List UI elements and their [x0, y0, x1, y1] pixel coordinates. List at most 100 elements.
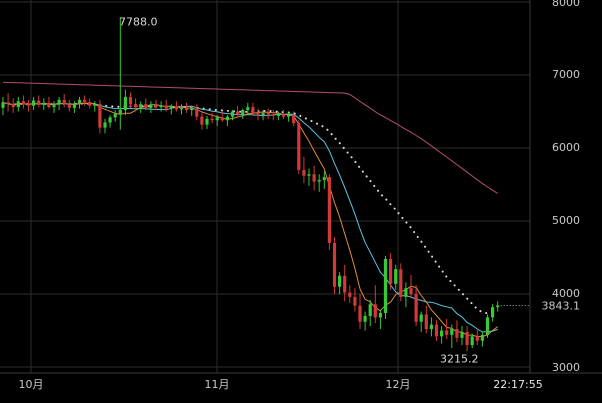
candle-body-up [103, 122, 107, 128]
candle-body-down [251, 107, 255, 113]
candle-body-up [118, 110, 122, 114]
candle-body-down [200, 116, 204, 125]
y-tick-label: 8000 [552, 0, 580, 9]
ma-short-line [2, 102, 498, 337]
candle-body-down [128, 96, 133, 105]
candle-body-up [322, 177, 326, 181]
candle-body-down [164, 105, 168, 109]
candle-body-down [26, 104, 31, 106]
candle-body-down [256, 112, 260, 116]
candle-body-up [113, 113, 117, 118]
y-tick-label: 4000 [552, 287, 580, 300]
candle-body-down [445, 330, 449, 335]
candle-body-up [307, 174, 311, 176]
candle-body-up [485, 317, 490, 335]
low-price-label: 3215.2 [440, 352, 479, 365]
chart-grid [0, 0, 602, 374]
candle-body-up [169, 106, 173, 109]
high-price-label: 7788.0 [119, 16, 158, 29]
candle-body-down [98, 104, 102, 128]
candle-body-up [429, 324, 433, 330]
candle-body-up [383, 258, 388, 313]
candle-body-down [353, 296, 357, 306]
candle-body-up [363, 315, 367, 322]
candle-body-up [261, 112, 265, 116]
candle-body-down [343, 275, 347, 293]
candle-body-down [434, 324, 439, 337]
candle-body-up [470, 336, 474, 346]
chart-axes: 8000 7000 6000 5000 4000 3000 10月 11月 12… [19, 0, 581, 391]
candle-body-up [276, 113, 280, 116]
candle-body-down [37, 100, 41, 105]
candle-body-down [154, 104, 158, 108]
candle-body-up [480, 334, 484, 341]
candle-body-down [389, 258, 393, 284]
candle-body-down [327, 177, 331, 243]
candle-body-down [292, 115, 296, 124]
candle-body-down [302, 169, 306, 176]
candle-body-up [32, 100, 36, 106]
candle-body-up [450, 329, 454, 335]
candle-body-up [440, 330, 444, 337]
candle-body-up [72, 103, 76, 108]
candle-body-down [475, 336, 479, 341]
candle-body-down [144, 104, 148, 108]
candle-body-down [88, 102, 92, 106]
candle-body-down [21, 101, 25, 105]
candle-body-down [210, 118, 214, 121]
candle-body-up [205, 118, 209, 125]
candle-body-down [195, 108, 199, 117]
candle-body-down [266, 112, 270, 115]
candle-body-down [358, 305, 362, 322]
candle-body-down [220, 117, 224, 121]
candle-body-up [52, 104, 56, 108]
candle-body-up [394, 269, 398, 284]
candle-body-down [297, 123, 301, 170]
candle-body-up [1, 102, 5, 108]
candle-body-down [409, 288, 413, 294]
candle-body-up [215, 117, 219, 121]
candle-body-up [287, 115, 291, 117]
x-tick-label-nov: 11月 [205, 378, 230, 391]
candle-body-down [399, 269, 403, 297]
candle-body-up [338, 275, 342, 287]
candle-body-down [62, 99, 66, 105]
candle-body-up [108, 117, 112, 123]
candle-body-down [312, 174, 316, 182]
candle-body-up [230, 111, 235, 117]
candle-body-up [419, 314, 423, 322]
candle-body-down [67, 104, 71, 108]
candle-body-down [11, 104, 15, 108]
ma-long-line [2, 81, 498, 194]
candle-body-down [414, 294, 418, 322]
candle-body-up [179, 107, 184, 110]
candle-body-down [373, 304, 377, 318]
candle-body-up [16, 101, 20, 108]
candle-body-up [57, 99, 61, 105]
candle-body-up [246, 107, 250, 111]
candle-body-up [77, 99, 82, 104]
y-tick-label: 5000 [552, 214, 580, 227]
candle-body-up [139, 104, 143, 108]
current-time-label: 22:17:55 [493, 378, 542, 391]
y-tick-label: 6000 [552, 141, 580, 154]
candle-body-up [42, 102, 46, 105]
candle-body-up [93, 104, 97, 106]
candle-body-down [174, 106, 178, 110]
candle-body-down [271, 114, 275, 116]
current-price-label: 3843.1 [542, 300, 581, 313]
candle-body-down [47, 102, 51, 108]
candle-body-up [317, 180, 321, 182]
candle-body-up [460, 331, 464, 338]
candle-body-down [455, 329, 459, 338]
candle-body-down [236, 111, 240, 115]
candle-body-up [149, 104, 153, 108]
y-tick-label: 7000 [552, 68, 580, 81]
candle-body-up [241, 110, 245, 115]
candle-body-up [496, 305, 500, 308]
candle-body-down [185, 107, 189, 111]
candle-body-up [491, 307, 495, 318]
candle-body-up [378, 312, 382, 318]
